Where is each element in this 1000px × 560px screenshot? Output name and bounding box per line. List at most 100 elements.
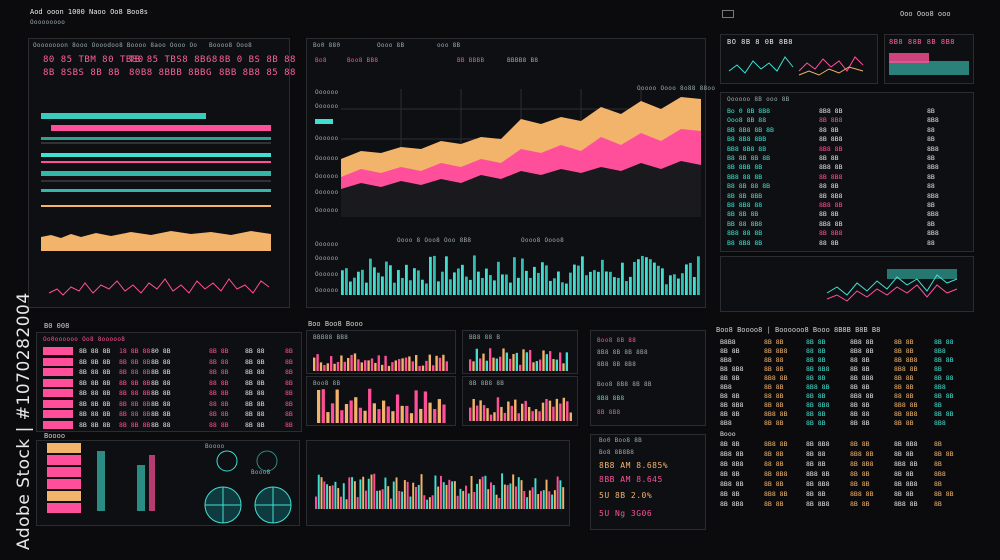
bar bbox=[360, 362, 363, 371]
bar bbox=[403, 480, 406, 509]
bar bbox=[565, 283, 568, 295]
table-cell: 8B 8B bbox=[151, 389, 171, 397]
btn-2[interactable]: Boo8 BB8 bbox=[347, 57, 379, 64]
left-stripe-chart bbox=[41, 113, 271, 207]
table-cell: 8B 88 bbox=[209, 357, 229, 366]
list-item: B8 8B8 88 bbox=[727, 201, 763, 209]
bar bbox=[440, 475, 442, 509]
y-label-10: Oooooo bbox=[315, 271, 339, 278]
bar bbox=[437, 486, 440, 509]
table-cell: 8B 8B bbox=[850, 500, 870, 508]
center-bars-2 bbox=[469, 348, 568, 371]
bar bbox=[417, 484, 420, 509]
bar bbox=[389, 265, 392, 295]
table-cell: 8B bbox=[285, 347, 293, 355]
bar bbox=[333, 363, 336, 371]
bar bbox=[669, 275, 672, 295]
table-cell: 8B8 8B bbox=[850, 450, 874, 458]
bar bbox=[473, 491, 476, 509]
list-item: 88 8B bbox=[819, 125, 839, 134]
tab-1[interactable]: Bo0 880 bbox=[313, 42, 341, 49]
table-cell: 8B 8B bbox=[894, 470, 914, 478]
bk-value-3: 5U 8B 2.0% bbox=[599, 491, 653, 500]
bar bbox=[510, 405, 514, 421]
side-line-5: 8B8 8B8 bbox=[597, 395, 625, 402]
list-item: 8B8 bbox=[927, 163, 939, 172]
bar bbox=[316, 354, 319, 371]
bar bbox=[387, 486, 390, 509]
y-label-8: Oooooo bbox=[315, 241, 339, 248]
table-cell: 8B 8B bbox=[720, 470, 740, 478]
table-cell: 8B 88 bbox=[245, 389, 265, 397]
table-cell: 8B 8B bbox=[806, 410, 826, 418]
watermark: Adobe Stock | #1070282004 bbox=[14, 292, 34, 550]
list-item: 8B8 bbox=[927, 191, 939, 200]
bar bbox=[449, 279, 452, 295]
top-right-icons[interactable] bbox=[722, 10, 734, 18]
top-left-title: Aod ooon 1000 Naoo Oo8 Boo8s bbox=[30, 8, 149, 16]
bar bbox=[321, 389, 325, 423]
y-label-11: Oooooo bbox=[315, 287, 339, 294]
table-cell: 8B 8B bbox=[894, 419, 914, 427]
bar bbox=[637, 259, 640, 295]
btn-3[interactable]: BB BBBB bbox=[457, 57, 485, 64]
table-cell: 8B 8B8 bbox=[806, 500, 830, 508]
bar bbox=[509, 282, 512, 295]
table-cell: 8B bbox=[285, 378, 293, 387]
table-cell: 8B 8B8 bbox=[894, 410, 918, 418]
bar bbox=[562, 397, 566, 421]
bar bbox=[489, 348, 492, 371]
bar bbox=[534, 478, 537, 509]
table-cell: 8B 8B bbox=[934, 490, 954, 498]
bar bbox=[509, 358, 512, 371]
center-chart-1: BBB88 BB8 bbox=[306, 330, 456, 374]
bar bbox=[541, 262, 544, 295]
bottom-bars bbox=[315, 473, 565, 509]
right-mid-header: Boo8 Boooo8 | Boooooo8 Booo 8B8B B8B B8 bbox=[716, 326, 881, 334]
row-bar bbox=[43, 378, 73, 387]
bar bbox=[482, 353, 485, 371]
bar bbox=[377, 355, 380, 371]
bar bbox=[317, 474, 320, 509]
row-bar bbox=[43, 410, 73, 418]
btn-4[interactable]: BBBB8 B8 bbox=[507, 57, 539, 64]
bar bbox=[330, 356, 333, 371]
table-cell: 8B 8B8 bbox=[806, 401, 830, 409]
bar bbox=[469, 359, 472, 371]
cmid-label-4: 8B 8B8 8B bbox=[469, 380, 505, 387]
bar bbox=[445, 256, 448, 295]
center-bars-3 bbox=[317, 388, 446, 423]
bar bbox=[524, 400, 527, 421]
bar bbox=[545, 265, 548, 295]
bar bbox=[562, 363, 565, 371]
table-cell: 8B 88 bbox=[245, 347, 265, 355]
btn-1[interactable]: Bo8 bbox=[315, 57, 327, 64]
right-list-title: Oooooo 8B ooo 8B bbox=[727, 96, 790, 103]
bar bbox=[548, 400, 552, 421]
y-label-3: Oooooo bbox=[315, 135, 339, 142]
table-cell: 8B 8B bbox=[806, 338, 826, 346]
gauge-icons bbox=[204, 450, 292, 524]
table-cell: 8B 8B bbox=[806, 392, 826, 400]
bar bbox=[561, 282, 564, 295]
table-cell: 8B 8B bbox=[806, 490, 826, 498]
table-cell: 8B8 8B bbox=[850, 392, 874, 400]
gauge-b-label: Booo8 bbox=[251, 469, 271, 476]
tab-2[interactable]: Oooo 8B bbox=[377, 42, 405, 49]
bar bbox=[665, 284, 668, 295]
bar bbox=[336, 361, 340, 371]
bar bbox=[433, 255, 436, 295]
bar bbox=[485, 268, 488, 295]
table-cell: 8B8 8B bbox=[894, 460, 918, 468]
y-label-4: Oooooo bbox=[315, 155, 339, 162]
table-cell: 8B 8B bbox=[934, 356, 954, 364]
table-cell: 8B 8B bbox=[245, 399, 265, 408]
tab-3[interactable]: ooo 8B bbox=[437, 42, 461, 49]
bar bbox=[431, 495, 434, 509]
table-cell: 8B 88 8B bbox=[79, 389, 111, 397]
table-cell: 8B 88 bbox=[151, 399, 171, 408]
y-swatch-1 bbox=[315, 119, 333, 124]
bar bbox=[649, 259, 652, 295]
left-top-panel: Oooooooon 8ooo Oooodoo8 Boooo 8aoo Oooo … bbox=[28, 38, 295, 308]
bar bbox=[406, 481, 409, 509]
